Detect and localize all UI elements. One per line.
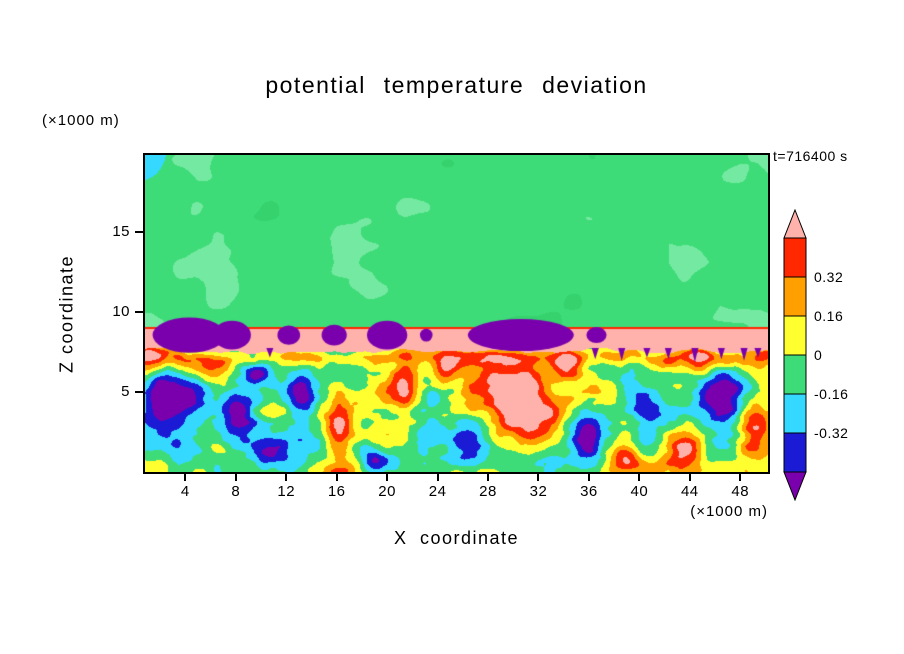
x-tick-label: 16 [327,483,346,500]
z-tick-mark [135,230,143,233]
x-tick-mark [587,474,590,481]
colorbar-segment [783,276,807,317]
x-tick-label: 44 [680,483,699,500]
colorbar-tick-label: 0 [814,347,823,363]
x-tick-label: 8 [231,483,241,500]
x-tick-mark [436,474,439,481]
colorbar-tick-label: -0.16 [814,386,849,402]
x-tick-mark [739,474,742,481]
time-label: t=716400 s [773,148,848,164]
z-tick-label: 5 [121,382,130,400]
x-tick-mark [638,474,641,481]
x-tick-label: 4 [180,483,190,500]
x-axis-unit-label: (×1000 m) [690,503,768,520]
colorbar-segment [783,237,807,278]
z-tick-label: 10 [112,302,130,320]
z-axis-title: Z coordinate [56,254,77,373]
z-tick-label: 15 [112,222,130,240]
x-tick-mark [335,474,338,481]
x-tick-mark [386,474,389,481]
x-tick-label: 20 [378,483,396,500]
colorbar-arrow-negative [783,471,807,501]
x-tick-label: 24 [428,483,447,500]
colorbar-tick-label: 0.16 [814,308,844,324]
z-tick-mark [135,390,143,393]
contour-plot [145,155,768,472]
x-axis-title: X coordinate [393,528,520,548]
colorbar-arrow-positive [783,209,807,239]
x-tick-label: 12 [277,483,296,500]
x-tick-mark [537,474,540,481]
x-tick-mark [688,474,691,481]
x-tick-mark [285,474,288,481]
colorbar-segment [783,393,807,434]
z-tick-mark [135,310,143,313]
colorbar-segment [783,315,807,356]
chart-title: potential temperature deviation [265,72,648,98]
x-tick-label: 48 [731,483,750,500]
colorbar-segment [783,354,807,395]
colorbar-tick-label: -0.32 [814,425,849,441]
colorbar-tick-label: 0.32 [814,269,844,285]
x-tick-mark [234,474,237,481]
colorbar-segment [783,432,807,473]
x-tick-mark [487,474,490,481]
colorbar [783,209,807,501]
z-axis-unit-label: (×1000 m) [42,112,120,129]
x-tick-mark [184,474,187,481]
x-tick-label: 36 [580,483,598,500]
x-tick-label: 28 [479,483,497,500]
x-tick-label: 40 [630,483,649,500]
x-tick-label: 32 [529,483,548,500]
